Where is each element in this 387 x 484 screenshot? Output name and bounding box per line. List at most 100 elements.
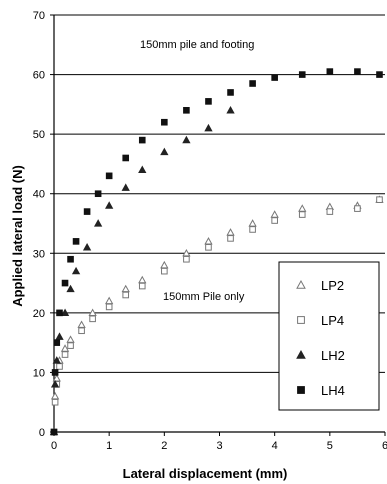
data-point-lh2 [93,219,103,227]
data-point-lh2 [60,308,70,316]
data-point-lp2 [160,260,169,269]
data-point-lp2 [182,248,191,257]
data-point-lh4 [105,172,113,180]
legend-marker-lp4 [297,316,305,324]
data-point-lh4 [298,71,306,78]
data-point-lh4 [67,255,74,263]
data-point-lp4 [122,291,130,299]
data-point-lh2 [55,332,64,340]
data-point-lh4 [205,98,212,105]
data-point-lp2 [298,204,307,212]
data-point-lp4 [227,235,234,242]
data-point-lp4 [183,255,190,263]
data-point-lh4 [376,71,383,78]
data-point-lp2 [248,219,257,227]
data-point-lp4 [56,363,63,370]
data-point-lh2 [138,165,147,174]
data-point-lh2 [226,105,235,114]
y-tick-label: 10 [33,367,45,379]
data-point-lh4 [138,136,146,144]
legend-box [278,261,380,411]
data-point-lp4 [354,205,361,212]
series-lh2 [49,105,235,436]
data-point-lp4 [205,244,212,251]
data-point-lh4 [354,68,361,75]
data-point-lp4 [138,282,146,290]
legend-marker-lp2 [296,279,306,289]
data-point-lp4 [89,315,96,323]
data-point-lh2 [66,284,75,293]
x-tick-label: 5 [327,440,333,452]
data-point-lp4 [376,196,383,203]
y-tick-label: 50 [33,129,45,141]
data-point-lh4 [61,279,69,287]
data-point-lp2 [50,391,60,400]
data-point-lp4 [298,211,306,218]
data-point-lp4 [105,303,113,311]
data-point-lp2 [226,228,235,236]
data-point-lh4 [83,208,91,215]
data-point-lh4 [56,309,63,317]
legend-marker-lh4 [297,386,305,394]
data-point-lp2 [270,210,279,218]
legend-label-lh2: LH2 [321,348,345,363]
legend-label-lp2: LP2 [321,278,344,293]
data-point-lh4 [94,190,102,198]
x-tick-label: 2 [161,440,167,452]
y-tick-label: 40 [33,189,45,201]
data-point-lh4 [161,118,168,126]
data-point-lp4 [78,327,85,335]
annotation-pile-footing: 150mm pile and footing [140,39,254,51]
data-point-lh2 [50,380,60,388]
data-point-lp4 [326,208,334,215]
data-point-lh4 [271,74,278,81]
data-point-lp2 [121,284,130,293]
data-point-lh4 [50,428,58,436]
y-tick-label: 30 [33,248,45,260]
data-point-lh4 [249,80,256,87]
data-point-lh2 [182,135,191,144]
x-tick-label: 0 [51,440,57,452]
annotation-pile-only: 150mm Pile only [163,291,245,303]
y-axis-title: Applied lateral load (N) [10,165,25,307]
y-tick-label: 60 [33,70,45,82]
data-point-lh4 [183,107,190,114]
data-point-lh4 [122,154,130,162]
y-tick-label: 70 [33,10,45,22]
legend-label-lp4: LP4 [321,313,344,328]
data-point-lh4 [326,68,334,75]
x-tick-label: 4 [272,440,278,452]
data-point-lp4 [161,267,168,275]
data-point-lp2 [138,275,147,284]
legend: LP2 LP4 LH2 LH4 [278,261,380,411]
data-point-lp2 [77,320,86,328]
data-point-lh2 [71,266,81,275]
x-tick-label: 6 [382,440,387,452]
grid [54,14,385,373]
series-layer [49,68,384,436]
data-point-lh4 [227,89,234,96]
data-point-lp4 [249,226,256,233]
x-axis-title: Lateral displacement (mm) [123,466,288,481]
data-point-lp2 [52,374,61,382]
data-point-lh4 [51,369,59,376]
legend-label-lh4: LH4 [321,383,345,398]
y-tick-label: 0 [39,427,45,439]
data-point-lh2 [160,147,169,156]
data-point-lh2 [204,123,213,132]
data-point-lh2 [52,356,61,364]
data-point-lp2 [60,344,70,352]
data-point-lh2 [105,201,114,209]
data-point-lp4 [61,351,69,358]
data-point-lp4 [51,398,59,406]
data-point-lh4 [72,238,80,245]
series-lh4 [50,68,383,436]
data-point-lp2 [88,308,97,316]
data-point-lp2 [105,296,114,305]
data-point-lp4 [67,342,74,349]
x-tick-label: 1 [106,440,112,452]
y-tick-label: 20 [33,308,45,320]
data-point-lp4 [271,217,278,224]
data-point-lp2 [204,237,213,245]
